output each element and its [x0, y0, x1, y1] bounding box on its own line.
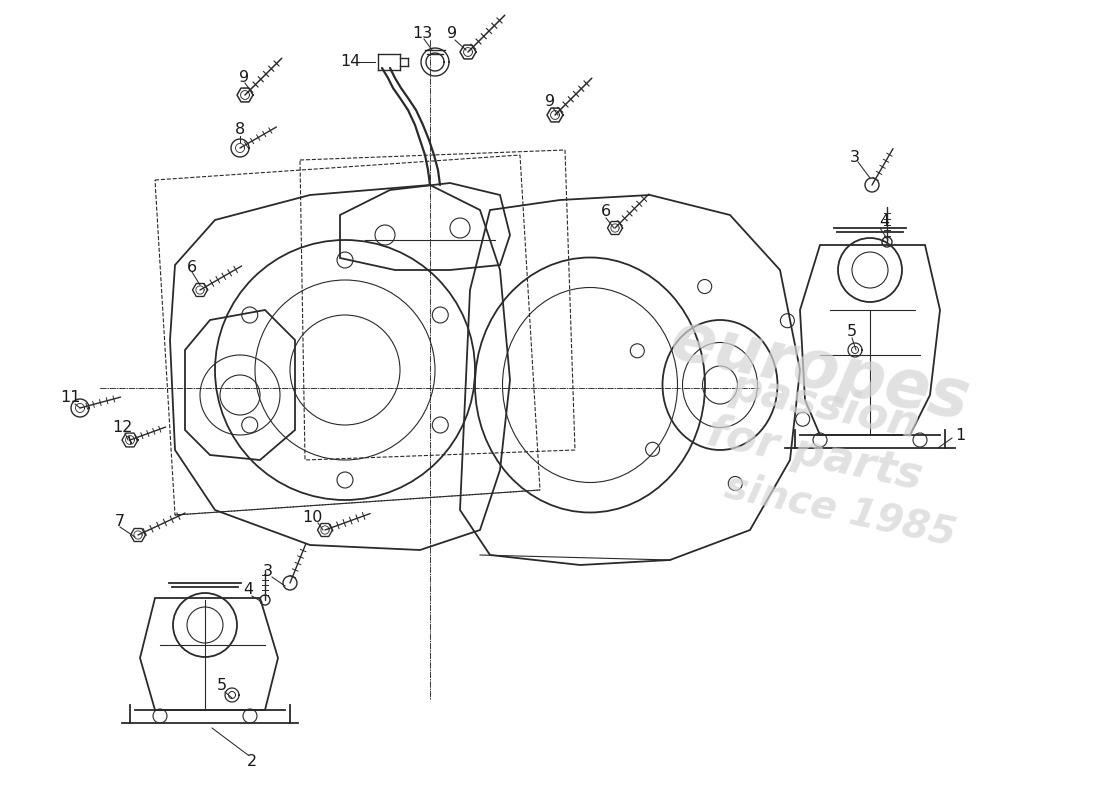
Text: 5: 5: [847, 325, 857, 339]
Text: 4: 4: [879, 214, 889, 230]
Text: 7: 7: [114, 514, 125, 530]
Text: 10: 10: [301, 510, 322, 526]
Text: 8: 8: [235, 122, 245, 138]
Text: 4: 4: [243, 582, 253, 598]
Text: europes: europes: [664, 306, 976, 434]
Text: 3: 3: [263, 563, 273, 578]
Text: 2: 2: [246, 754, 257, 770]
Text: 6: 6: [187, 261, 197, 275]
Text: 5: 5: [217, 678, 227, 694]
Text: 9: 9: [447, 26, 458, 42]
Text: 13: 13: [411, 26, 432, 41]
Text: 1: 1: [955, 427, 965, 442]
Text: passion
for parts: passion for parts: [703, 362, 937, 498]
Text: 11: 11: [59, 390, 80, 406]
Text: 12: 12: [112, 419, 132, 434]
Text: 14: 14: [340, 54, 360, 70]
Text: 6: 6: [601, 205, 612, 219]
Text: 9: 9: [239, 70, 249, 85]
Text: 9: 9: [544, 94, 556, 110]
Text: 3: 3: [850, 150, 860, 165]
Text: since 1985: since 1985: [722, 467, 959, 553]
